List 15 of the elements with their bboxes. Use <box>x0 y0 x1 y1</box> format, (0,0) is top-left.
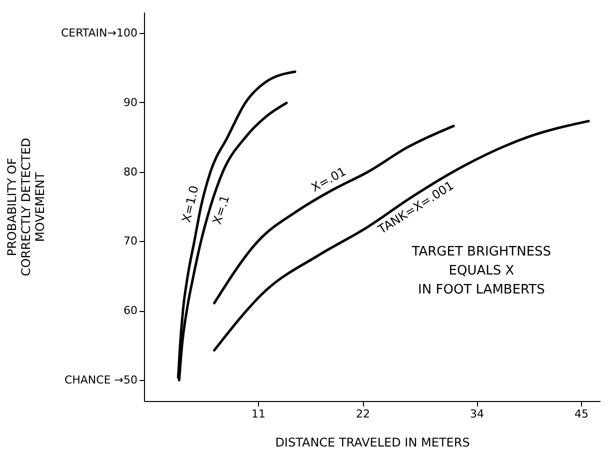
text: X=.1 <box>210 194 232 226</box>
y-tick-label: CHANCE →50 <box>64 374 138 387</box>
text: X=1.0 <box>179 184 202 224</box>
annotation: TARGET BRIGHTNESS EQUALS X IN FOOT LAMBERTS <box>410 244 552 298</box>
y-tick-label: 80 <box>124 165 138 178</box>
y-tick-label: 90 <box>124 96 138 109</box>
y-tick-label: CERTAIN→100 <box>60 26 138 40</box>
y-tick-label: 60 <box>124 304 138 318</box>
x-tick-label: 45 <box>574 408 588 420</box>
x-axis-title: DISTANCE TRAVELED IN METERS <box>275 436 470 450</box>
x-tick-label: 11 <box>252 408 266 420</box>
y-tick-label: 70 <box>124 234 138 248</box>
y-axis-title: PROBABILITY OF CORRECTLY DETECTED MOVEMENT <box>4 138 47 276</box>
x-tick-label: 22 <box>356 408 370 420</box>
x-tick-label: 34 <box>470 408 484 420</box>
